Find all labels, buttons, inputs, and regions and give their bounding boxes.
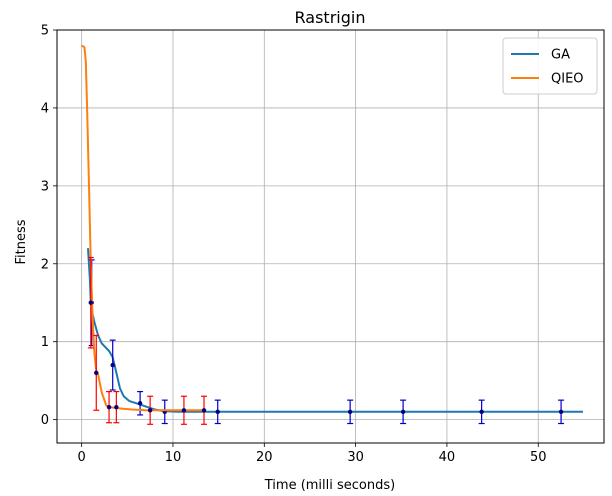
qieo-series-line <box>81 44 205 412</box>
x-tick-label: 10 <box>165 450 182 465</box>
x-tick-label: 50 <box>530 450 547 465</box>
qieo-data-point <box>94 370 99 376</box>
qieo-data-point <box>181 408 187 413</box>
qieo-data-point <box>114 404 119 410</box>
x-tick-label: 40 <box>439 450 456 465</box>
y-axis-title: Fitness <box>14 219 29 264</box>
ga-data-point <box>558 409 564 415</box>
qieo-data-point <box>88 300 93 305</box>
x-tick-label: 0 <box>78 450 86 465</box>
qieo-data-point <box>147 408 153 413</box>
y-tick-label: 2 <box>41 257 49 272</box>
x-tick-label: 30 <box>347 450 364 465</box>
y-tick-label: 5 <box>41 24 49 39</box>
qieo-data-point <box>201 408 207 413</box>
legend-box <box>502 37 598 95</box>
ga-data-point <box>215 409 220 415</box>
y-tick-label: 3 <box>41 179 49 194</box>
x-tick-label: 20 <box>256 450 273 465</box>
axes-layer: 0 10 20 30 40 50 0 1 2 3 4 5 <box>41 24 605 465</box>
qieo-data-point <box>106 404 112 410</box>
ga-data-point <box>347 409 353 415</box>
chart-title: Rastrigin <box>295 8 366 27</box>
x-axis-title: Time (milli seconds) <box>264 478 395 493</box>
ga-data-point <box>479 409 484 415</box>
ga-data-point <box>110 362 115 368</box>
y-tick-label: 1 <box>41 335 49 350</box>
ga-data-point <box>400 409 406 415</box>
y-tick-label: 4 <box>41 101 49 116</box>
ga-series-line <box>87 248 583 413</box>
ga-data-point <box>137 401 143 406</box>
legend: GA QIEO <box>502 37 598 95</box>
plot-frame <box>56 29 605 444</box>
legend-label-ga: GA <box>551 48 570 63</box>
y-tick-label: 0 <box>41 413 49 428</box>
series-layer <box>81 44 583 425</box>
legend-label-qieo: QIEO <box>551 72 584 87</box>
